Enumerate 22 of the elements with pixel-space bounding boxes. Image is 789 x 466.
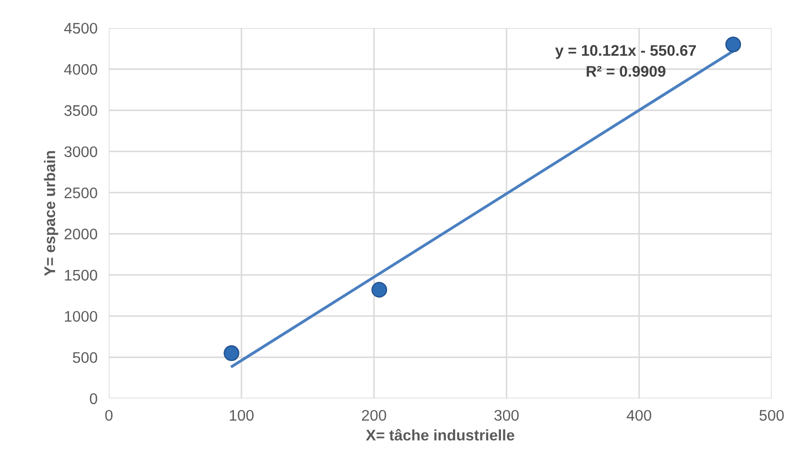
- y-axis-title: Y= espace urbain: [44, 151, 58, 276]
- x-tick-label: 200: [362, 410, 386, 421]
- x-axis-title: X= tâche industrielle: [366, 429, 514, 441]
- y-tick-label: 4000: [64, 64, 98, 75]
- y-tick-label: 3500: [64, 105, 98, 116]
- point: [224, 345, 240, 361]
- y-tick-label: 4500: [64, 22, 98, 34]
- x-tick-label: 100: [230, 410, 254, 421]
- x-tick-label: 500: [760, 410, 784, 421]
- y-tick-label: 1500: [64, 270, 98, 281]
- y-tick-label: 1000: [64, 310, 98, 322]
- x-tick-label: 400: [626, 410, 652, 421]
- y-tick-label: 2000: [64, 228, 98, 240]
- point: [371, 282, 388, 298]
- x-tick-label: 300: [494, 410, 519, 421]
- annotation: y = 10.121x - 550.67 R² = 0.9909: [555, 45, 696, 77]
- point: [725, 36, 742, 52]
- y-tick-label: 0: [90, 393, 98, 404]
- y-tick-label: 500: [72, 352, 98, 363]
- y-tick-label: 2500: [64, 187, 98, 198]
- x-tick-label: 0: [105, 410, 113, 421]
- y-tick-label: 3000: [64, 146, 98, 158]
